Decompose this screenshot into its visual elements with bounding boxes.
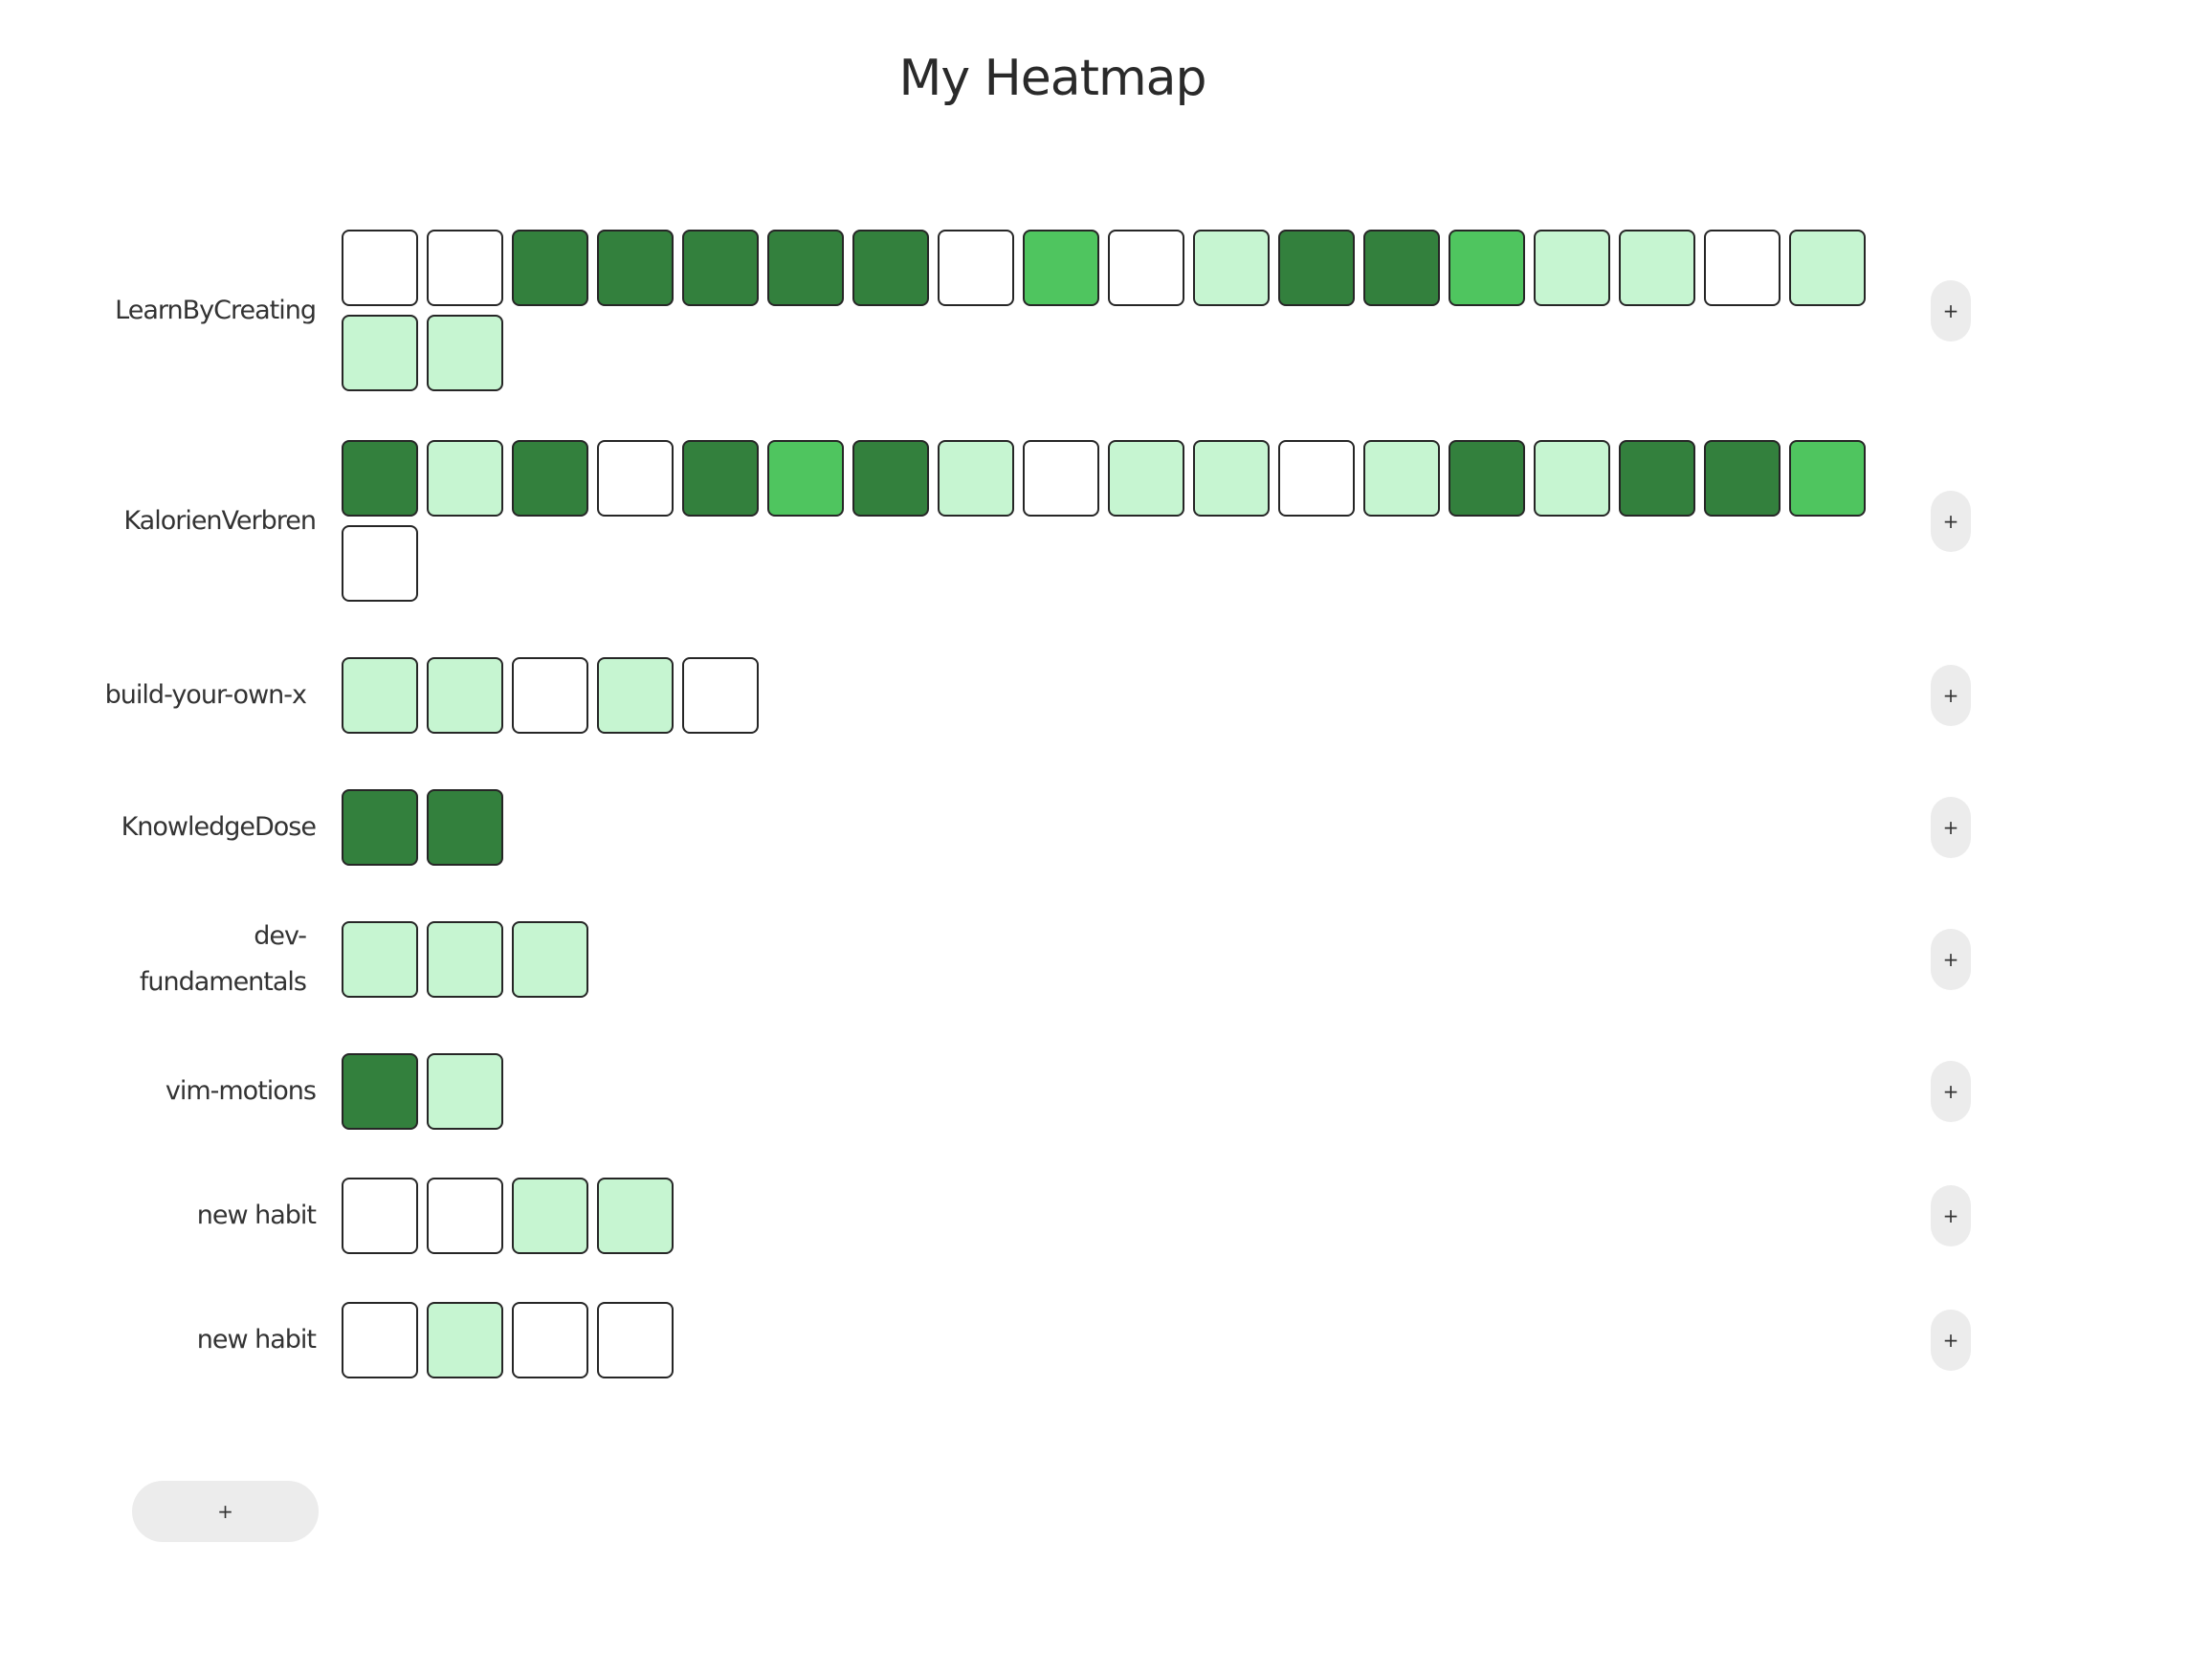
heatmap-cell[interactable] — [342, 315, 418, 391]
habit-cells — [342, 1302, 1872, 1378]
heatmap-cell[interactable] — [682, 440, 759, 517]
habit-cells — [342, 789, 1872, 866]
add-entry-button[interactable]: + — [1931, 665, 1971, 726]
heatmap-cell[interactable] — [512, 657, 588, 734]
heatmap-cell[interactable] — [852, 230, 929, 306]
heatmap-cell[interactable] — [512, 230, 588, 306]
habit-cells — [342, 440, 1872, 602]
habit-cells — [342, 657, 1872, 734]
heatmap-cell[interactable] — [342, 1053, 418, 1130]
heatmap-cell[interactable] — [342, 1178, 418, 1254]
habit-cells — [342, 230, 1872, 391]
heatmap-cell[interactable] — [597, 657, 674, 734]
heatmap-cell[interactable] — [1023, 230, 1099, 306]
add-entry-button[interactable]: + — [1931, 1185, 1971, 1246]
heatmap-cell[interactable] — [1704, 230, 1781, 306]
heatmap-cell[interactable] — [938, 440, 1014, 517]
heatmap-cell[interactable] — [597, 230, 674, 306]
add-entry-button[interactable]: + — [1931, 929, 1971, 990]
add-entry-button[interactable]: + — [1931, 280, 1971, 342]
heatmap-cell[interactable] — [1789, 230, 1866, 306]
heatmap-cell[interactable] — [342, 1302, 418, 1378]
heatmap-cell[interactable] — [597, 1302, 674, 1378]
heatmap-cell[interactable] — [1789, 440, 1866, 517]
heatmap-cell[interactable] — [427, 657, 503, 734]
heatmap-cell[interactable] — [938, 230, 1014, 306]
habit-name: build-your-own-x — [104, 680, 307, 710]
heatmap-cell[interactable] — [342, 230, 418, 306]
habit-name: LearnByCreating — [115, 296, 317, 325]
habit-cells — [342, 1178, 1872, 1254]
add-entry-button[interactable]: + — [1931, 1310, 1971, 1371]
heatmap-cell[interactable] — [427, 230, 503, 306]
habit-name: dev-fundamentals — [139, 921, 307, 997]
heatmap-cell[interactable] — [427, 440, 503, 517]
heatmap-cell[interactable] — [512, 440, 588, 517]
habit-name: new habit — [196, 1201, 317, 1230]
heatmap-cell[interactable] — [427, 921, 503, 998]
heatmap-cell[interactable] — [1193, 440, 1270, 517]
heatmap-cell[interactable] — [427, 315, 503, 391]
habit-name: KalorienVerbren — [123, 506, 317, 536]
heatmap-cell[interactable] — [1449, 440, 1525, 517]
heatmap-cell[interactable] — [427, 1178, 503, 1254]
heatmap-cell[interactable] — [342, 440, 418, 517]
heatmap-cell[interactable] — [427, 789, 503, 866]
heatmap-cell[interactable] — [512, 921, 588, 998]
heatmap-cell[interactable] — [597, 440, 674, 517]
heatmap-cell[interactable] — [1278, 440, 1355, 517]
heatmap-cell[interactable] — [1534, 230, 1610, 306]
heatmap-cell[interactable] — [682, 657, 759, 734]
habit-cells — [342, 921, 1872, 998]
heatmap-cell[interactable] — [1108, 440, 1184, 517]
add-entry-button[interactable]: + — [1931, 491, 1971, 552]
heatmap-cell[interactable] — [1619, 440, 1695, 517]
add-entry-button[interactable]: + — [1931, 1061, 1971, 1122]
heatmap-cell[interactable] — [342, 921, 418, 998]
heatmap-cell[interactable] — [682, 230, 759, 306]
heatmap-cell[interactable] — [597, 1178, 674, 1254]
page-title: My Heatmap — [898, 50, 1206, 107]
heatmap-cell[interactable] — [1534, 440, 1610, 517]
heatmap-cell[interactable] — [852, 440, 929, 517]
heatmap-cell[interactable] — [512, 1178, 588, 1254]
heatmap-cell[interactable] — [1704, 440, 1781, 517]
heatmap-cell[interactable] — [427, 1053, 503, 1130]
heatmap-cell[interactable] — [1363, 230, 1440, 306]
add-habit-button[interactable]: + — [132, 1481, 319, 1542]
habit-cells — [342, 1053, 1872, 1130]
heatmap-cell[interactable] — [342, 657, 418, 734]
heatmap-cell[interactable] — [767, 440, 844, 517]
heatmap-cell[interactable] — [1363, 440, 1440, 517]
habit-name: KnowledgeDose — [121, 812, 317, 842]
heatmap-cell[interactable] — [1278, 230, 1355, 306]
heatmap-cell[interactable] — [1619, 230, 1695, 306]
heatmap-cell[interactable] — [342, 525, 418, 602]
heatmap-cell[interactable] — [427, 1302, 503, 1378]
habit-name: new habit — [196, 1325, 317, 1355]
heatmap-cell[interactable] — [1449, 230, 1525, 306]
heatmap-cell[interactable] — [767, 230, 844, 306]
heatmap-cell[interactable] — [1108, 230, 1184, 306]
habit-name: vim-motions — [165, 1076, 317, 1106]
heatmap-cell[interactable] — [1023, 440, 1099, 517]
add-entry-button[interactable]: + — [1931, 797, 1971, 858]
heatmap-cell[interactable] — [342, 789, 418, 866]
heatmap-cell[interactable] — [512, 1302, 588, 1378]
heatmap-cell[interactable] — [1193, 230, 1270, 306]
